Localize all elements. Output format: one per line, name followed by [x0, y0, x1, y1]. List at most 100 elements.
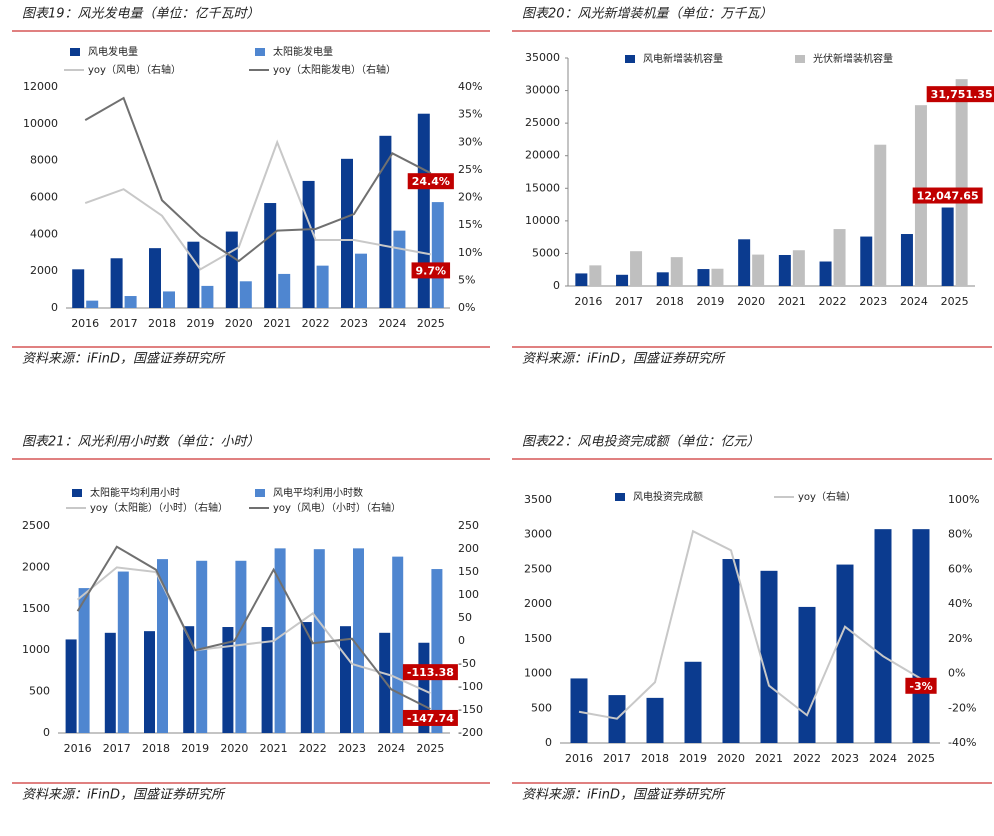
y-tick-label: 0 — [545, 736, 552, 749]
value-label: 31,751.35 — [926, 86, 994, 103]
value-label-box — [407, 173, 454, 190]
legend-label: 太阳能发电量 — [273, 45, 333, 58]
y-tick-label: 2500 — [524, 562, 552, 575]
bar — [86, 300, 99, 308]
bar — [798, 606, 816, 743]
bar — [760, 570, 778, 743]
bar — [819, 261, 832, 286]
y-tick-label: 6000 — [30, 191, 58, 204]
x-tick-label: 2018 — [142, 742, 170, 755]
bar — [65, 639, 77, 733]
bar — [833, 229, 846, 286]
x-tick-label: 2019 — [696, 295, 724, 308]
bar — [196, 560, 208, 733]
bar — [792, 250, 805, 286]
y-tick-label: 0 — [43, 726, 50, 739]
x-tick-label: 2018 — [148, 317, 176, 330]
bar — [874, 529, 892, 743]
value-label-box — [402, 664, 458, 681]
x-tick-label: 2020 — [220, 742, 248, 755]
x-tick-label: 2021 — [260, 742, 288, 755]
bar — [860, 236, 873, 286]
bar — [264, 203, 277, 308]
value-label-text: 12,047.65 — [917, 190, 979, 203]
legend-label: 光伏新增装机容量 — [813, 52, 893, 65]
x-tick-label: 2025 — [907, 752, 935, 765]
source: 资料来源：iFinD，国盛证券研究所 — [522, 787, 726, 803]
legend-swatch — [615, 493, 625, 501]
bar — [656, 272, 669, 286]
bar — [316, 265, 329, 308]
bar — [78, 588, 90, 733]
bar — [300, 622, 312, 733]
source: 资料来源：iFinD，国盛证券研究所 — [22, 351, 226, 367]
y-tick-label: 4000 — [30, 227, 58, 240]
chart-title: 图表20：风光新增装机量（单位：万千瓦） — [522, 6, 773, 22]
bar — [418, 642, 430, 733]
y-tick-label: 12000 — [23, 80, 58, 93]
y-tick-label: 15000 — [525, 181, 560, 194]
bar — [340, 626, 351, 733]
legend-label: 风电新增装机容量 — [643, 52, 723, 65]
x-tick-label: 2025 — [416, 742, 444, 755]
x-tick-label: 2020 — [225, 317, 253, 330]
x-tick-label: 2019 — [181, 742, 209, 755]
x-tick-label: 2018 — [641, 752, 669, 765]
bar — [393, 230, 406, 308]
x-tick-label: 2024 — [377, 742, 405, 755]
y2-tick-label: 100% — [948, 493, 979, 506]
y2-tick-label: 0 — [458, 634, 465, 647]
legend-label: yoy（右轴） — [798, 490, 856, 503]
x-tick-label: 2016 — [64, 742, 92, 755]
bar — [261, 627, 273, 733]
bar — [738, 239, 751, 286]
y2-tick-label: 80% — [948, 528, 972, 541]
x-tick-label: 2021 — [755, 752, 783, 765]
legend-label: yoy（风电）（小时）（右轴） — [273, 501, 401, 514]
legend-label: yoy（太阳能）（小时）（右轴） — [90, 501, 228, 514]
bar — [239, 281, 252, 308]
bar — [778, 254, 791, 286]
legend-swatch — [72, 489, 82, 497]
y2-tick-label: -150 — [458, 703, 483, 716]
x-tick-label: 2024 — [900, 295, 928, 308]
chart-title: 图表19：风光发电量（单位：亿千瓦时） — [22, 6, 260, 22]
bar — [225, 231, 238, 308]
bar — [274, 548, 286, 733]
bar — [630, 251, 643, 286]
line — [84, 96, 432, 263]
y2-tick-label: 150 — [458, 565, 479, 578]
value-label-box — [402, 709, 458, 726]
y-tick-label: 0 — [553, 279, 560, 292]
bar — [431, 202, 444, 308]
y-tick-label: 1000 — [524, 667, 552, 680]
legend-label: 风电投资完成额 — [633, 490, 703, 503]
bar — [955, 79, 968, 287]
x-tick-label: 2022 — [302, 317, 330, 330]
bar — [752, 254, 765, 286]
bar — [124, 296, 137, 308]
x-tick-label: 2023 — [338, 742, 366, 755]
y-tick-label: 20000 — [525, 149, 560, 162]
value-label: 24.4% — [407, 173, 454, 190]
value-label-text: 24.4% — [412, 175, 450, 188]
x-tick-label: 2021 — [263, 317, 291, 330]
chart-title: 图表21：风光利用小时数（单位：小时） — [22, 434, 260, 450]
legend-label: 风电平均利用小时数 — [273, 486, 363, 499]
x-tick-label: 2020 — [737, 295, 765, 308]
bar — [431, 569, 443, 733]
bar — [235, 560, 247, 733]
y-tick-label: 3500 — [524, 493, 552, 506]
legend-swatch — [625, 55, 635, 63]
bar — [711, 268, 724, 286]
y2-tick-label: 25% — [458, 163, 482, 176]
bar — [117, 571, 129, 733]
bar — [341, 158, 353, 308]
y-tick-label: 10000 — [525, 214, 560, 227]
bar — [392, 556, 404, 733]
bar — [302, 180, 315, 308]
bar — [570, 678, 588, 743]
y2-tick-label: -100 — [458, 680, 483, 693]
bar — [144, 631, 155, 733]
